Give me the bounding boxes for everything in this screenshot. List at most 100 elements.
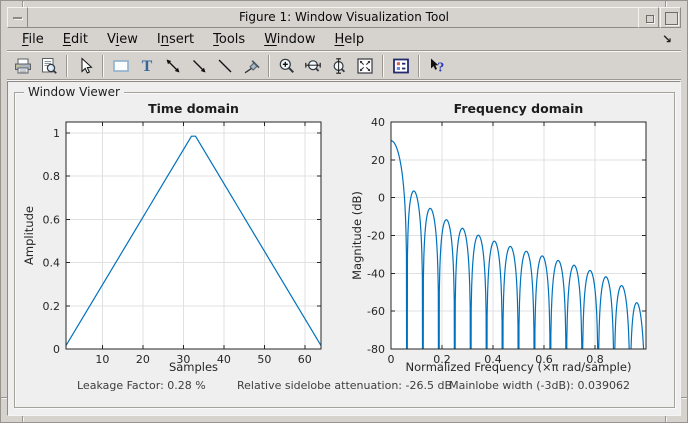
- maximize-button[interactable]: [660, 7, 681, 28]
- svg-text:Samples: Samples: [169, 360, 218, 374]
- frame-notch: [681, 397, 687, 398]
- relative-sidelobe-text: Relative sidelobe attenuation: -26.5 dB: [236, 379, 452, 392]
- svg-text:0: 0: [378, 192, 385, 205]
- menu-insert[interactable]: Insert: [156, 32, 195, 47]
- svg-text:Magnitude (dB): Magnitude (dB): [351, 191, 364, 280]
- svg-text:0.4: 0.4: [43, 257, 61, 270]
- divider: [7, 79, 681, 81]
- edit-plot-button[interactable]: [72, 54, 98, 78]
- menu-window[interactable]: Window: [264, 32, 316, 47]
- zoom-in-icon: [279, 58, 295, 73]
- insert-text-icon: T: [142, 58, 153, 75]
- frame-notch: [665, 1, 666, 7]
- svg-text:T: T: [142, 58, 153, 75]
- svg-text:Frequency domain: Frequency domain: [454, 101, 584, 116]
- svg-text:0.2: 0.2: [43, 300, 61, 313]
- svg-text:Amplitude: Amplitude: [22, 206, 36, 265]
- svg-text:-20: -20: [367, 230, 385, 243]
- insert-line-icon: [218, 59, 232, 72]
- svg-text:40: 40: [217, 353, 231, 366]
- insert-text-button[interactable]: T: [134, 54, 160, 78]
- menubar: File Edit View Insert Tools Window Help ↘: [7, 29, 681, 50]
- svg-text:10: 10: [95, 353, 109, 366]
- svg-text:0.2: 0.2: [433, 353, 451, 366]
- toolbar-separator: [66, 54, 68, 77]
- zoom-x-button[interactable]: [300, 54, 326, 78]
- minimize-icon: [646, 15, 654, 23]
- insert-double-arrow-button[interactable]: [160, 54, 186, 78]
- maximize-icon: [665, 12, 678, 25]
- frame-notch: [665, 416, 666, 422]
- window-menu-button[interactable]: [7, 7, 28, 28]
- menu-overflow-arrow-icon: ↘: [661, 32, 672, 46]
- svg-text:0.8: 0.8: [43, 170, 61, 183]
- svg-text:20: 20: [371, 154, 385, 167]
- menu-help[interactable]: Help: [334, 32, 365, 47]
- svg-text:-40: -40: [367, 267, 385, 280]
- mainlobe-width-text: Mainlobe width (-3dB): 0.039062: [449, 379, 630, 392]
- zoom-in-button[interactable]: [274, 54, 300, 78]
- edit-plot-icon: [81, 56, 93, 74]
- time-domain-plot[interactable]: 10 20 30 40 50 60 0 0.2 0.4 0.6 0.8 1 Time domain Sam…: [17, 99, 335, 381]
- svg-text:0.6: 0.6: [43, 213, 61, 226]
- frequency-domain-plot[interactable]: 0 0.2 0.4 0.6 0.8 -80 -60 -40 -20 0 20 40 Frequency …: [351, 99, 669, 381]
- minimize-button[interactable]: [638, 7, 659, 28]
- print-preview-button[interactable]: [36, 54, 62, 78]
- svg-text:-80: -80: [367, 343, 385, 356]
- svg-text:Time domain: Time domain: [148, 101, 239, 116]
- pin-axes-icon: [244, 59, 260, 73]
- svg-text:0.8: 0.8: [586, 353, 604, 366]
- svg-text:?: ?: [437, 60, 444, 75]
- zoom-x-icon: [305, 59, 321, 72]
- menu-edit[interactable]: Edit: [62, 32, 88, 47]
- leakage-factor-text: Leakage Factor: 0.28 %: [77, 379, 206, 392]
- analysis-parameters-icon: [393, 58, 409, 73]
- svg-text:1: 1: [53, 127, 60, 140]
- zoom-y-button[interactable]: [326, 54, 352, 78]
- groupbox-label: Window Viewer: [24, 85, 124, 99]
- insert-arrow-button[interactable]: [186, 54, 212, 78]
- content-panel: Window Viewer 10 20 30 40 50 60 0 0.2 0.4 0.6 0.8 1…: [7, 81, 681, 416]
- menu-view[interactable]: View: [106, 32, 138, 47]
- toolbar-separator: [418, 54, 420, 77]
- print-icon: [15, 58, 31, 73]
- titlebar[interactable]: Figure 1: Window Visualization Tool: [7, 7, 681, 28]
- menu-tools[interactable]: Tools: [213, 32, 246, 47]
- insert-line-button[interactable]: [212, 54, 238, 78]
- window-title: Figure 1: Window Visualization Tool: [239, 10, 449, 24]
- print-button[interactable]: [10, 54, 36, 78]
- frame-notch: [1, 397, 7, 398]
- svg-text:0: 0: [53, 343, 60, 356]
- window-menu-dash-icon: [13, 17, 22, 19]
- analysis-parameters-button[interactable]: [388, 54, 414, 78]
- print-preview-icon: [42, 57, 57, 74]
- toolbar-separator: [102, 54, 104, 77]
- whats-this-help-icon: ?: [431, 58, 444, 75]
- window-viewer-groupbox: Window Viewer 10 20 30 40 50 60 0 0.2 0.4 0.6 0.8 1…: [14, 85, 675, 408]
- svg-text:0.6: 0.6: [535, 353, 553, 366]
- divider: [7, 50, 681, 52]
- insert-rectangle-icon: [113, 59, 129, 72]
- toolbar-separator: [382, 54, 384, 77]
- svg-text:30: 30: [176, 353, 190, 366]
- frame-notch: [22, 416, 23, 422]
- pin-axes-button[interactable]: [238, 54, 264, 78]
- svg-text:60: 60: [298, 353, 312, 366]
- svg-text:20: 20: [136, 353, 150, 366]
- frame-notch: [22, 1, 23, 7]
- toolbar: T?: [7, 52, 681, 79]
- svg-text:50: 50: [257, 353, 271, 366]
- full-view-icon: [357, 57, 373, 74]
- svg-text:0: 0: [388, 353, 395, 366]
- insert-arrow-icon: [193, 59, 206, 72]
- svg-text:Normalized Frequency (×π rad/: Normalized Frequency (×π rad/sample): [406, 360, 632, 374]
- svg-text:40: 40: [371, 116, 385, 129]
- insert-double-arrow-icon: [166, 59, 180, 72]
- menu-file[interactable]: File: [22, 32, 44, 47]
- svg-text:0.4: 0.4: [484, 353, 502, 366]
- toolbar-separator: [268, 54, 270, 77]
- whats-this-help-button[interactable]: ?: [424, 54, 450, 78]
- insert-rectangle-button[interactable]: [108, 54, 134, 78]
- full-view-button[interactable]: [352, 54, 378, 78]
